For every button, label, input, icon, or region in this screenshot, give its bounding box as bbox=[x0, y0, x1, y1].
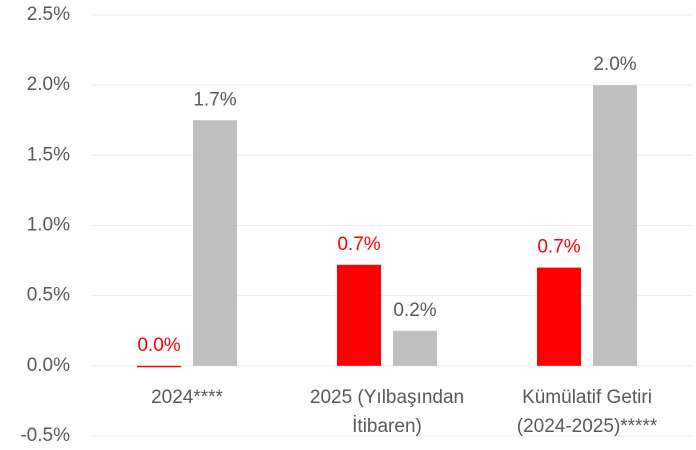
bar bbox=[137, 365, 181, 368]
y-tick-label: 0.0% bbox=[27, 355, 70, 376]
y-tick-label: 0.5% bbox=[27, 285, 70, 306]
y-tick-label: 1.0% bbox=[27, 215, 70, 236]
x-tick-label: (2024-2025)***** bbox=[517, 416, 658, 437]
bar bbox=[393, 330, 437, 366]
y-tick-label: 1.5% bbox=[27, 144, 70, 165]
bar bbox=[193, 120, 237, 366]
value-label: 0.0% bbox=[137, 335, 180, 356]
y-tick-label: 2.0% bbox=[27, 74, 70, 95]
value-label: 0.2% bbox=[393, 300, 436, 321]
value-label: 1.7% bbox=[193, 89, 236, 110]
x-tick-label: 2025 (Yılbaşından bbox=[310, 387, 464, 408]
x-tick-label: 2024**** bbox=[151, 387, 223, 408]
bar bbox=[537, 267, 581, 366]
y-tick-label: 2.5% bbox=[27, 4, 70, 25]
bar bbox=[337, 264, 381, 366]
bar bbox=[593, 85, 637, 366]
x-tick-label: Kümülatif Getiri bbox=[522, 387, 652, 408]
value-label: 0.7% bbox=[337, 234, 380, 255]
y-tick-label: -0.5% bbox=[20, 425, 70, 446]
value-label: 0.7% bbox=[537, 237, 580, 258]
x-tick-label: İtibaren) bbox=[352, 416, 422, 437]
value-label: 2.0% bbox=[593, 54, 636, 75]
